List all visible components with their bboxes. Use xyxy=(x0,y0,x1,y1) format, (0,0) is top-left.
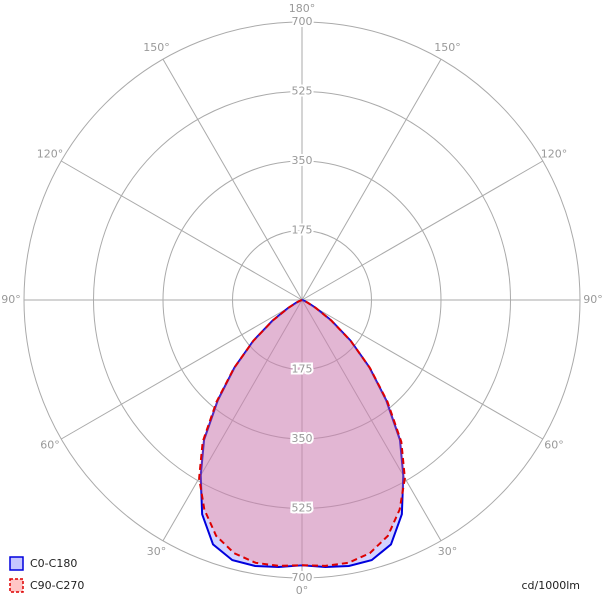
angle-label: 150° xyxy=(143,41,170,54)
grid-spoke xyxy=(162,299,303,542)
grid-spoke xyxy=(301,299,544,440)
angle-label: 30° xyxy=(147,545,167,558)
r-tick-label: 525 xyxy=(292,502,313,515)
angle-label: 90° xyxy=(1,293,21,306)
legend-swatch xyxy=(9,578,24,593)
legend-swatch xyxy=(9,556,24,571)
series-line xyxy=(198,299,406,567)
grid-spoke xyxy=(60,299,303,440)
r-tick-label: 175 xyxy=(292,363,313,376)
series-area xyxy=(199,300,405,566)
grid-spoke xyxy=(301,160,544,301)
angle-label: 120° xyxy=(541,148,568,161)
angle-label: 60° xyxy=(544,439,564,452)
angle-label: 30° xyxy=(438,545,458,558)
legend-label: C0-C180 xyxy=(30,557,77,570)
grid-spoke xyxy=(162,58,303,301)
angle-label: 180° xyxy=(289,2,316,15)
angle-label: 120° xyxy=(37,148,64,161)
grid-spoke xyxy=(301,58,442,301)
grid-spoke xyxy=(60,160,303,301)
grid xyxy=(23,21,581,579)
grid-spoke xyxy=(301,299,442,542)
r-tick-label: 350 xyxy=(292,154,313,167)
data xyxy=(198,299,406,569)
series-area xyxy=(200,300,404,568)
legend-label: C90-C270 xyxy=(30,579,84,592)
unit-label: cd/1000lm xyxy=(521,579,580,592)
r-tick-label: 700 xyxy=(292,571,313,584)
angle-label: 0° xyxy=(296,584,309,597)
r-tick-label: 175 xyxy=(292,224,313,237)
r-tick-label: 525 xyxy=(292,85,313,98)
angle-label: 90° xyxy=(583,293,603,306)
r-tick-label: 350 xyxy=(292,432,313,445)
angle-label: 150° xyxy=(434,41,461,54)
r-tick-label: 700 xyxy=(292,15,313,28)
angle-label: 60° xyxy=(40,439,60,452)
